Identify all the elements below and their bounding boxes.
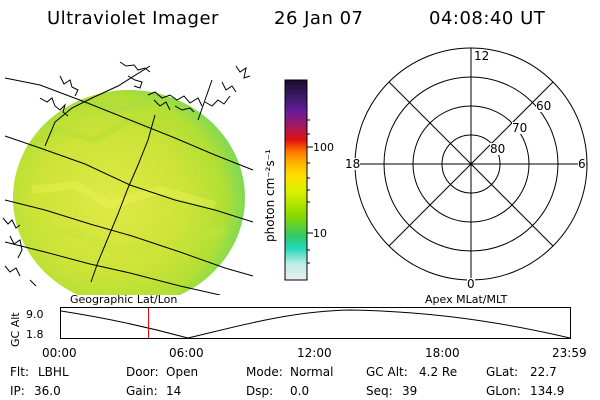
- mlt-label-12: 12: [474, 49, 490, 63]
- coastline-outlines: [2, 61, 251, 287]
- dsp-label: Dsp:: [246, 384, 274, 398]
- disk-texture: [16, 92, 227, 255]
- ip-value: 36.0: [34, 384, 61, 398]
- mlt-label-0: 0: [467, 277, 475, 291]
- time-tick-1200: 12:00: [297, 346, 332, 360]
- dsp-value: 0.0: [290, 384, 310, 398]
- gain-value: 14: [166, 384, 182, 398]
- altitude-axis-label: GC Alt: [9, 312, 22, 347]
- door-value: Open: [166, 365, 199, 379]
- sequence-value: 39: [402, 384, 418, 398]
- geo-latitude-label: GLat:: [486, 365, 519, 379]
- observation-date: 26 Jan 07: [274, 8, 364, 29]
- altitude-curve: [60, 309, 571, 339]
- altitude-tick-low: 1.8: [26, 328, 44, 341]
- sequence-label: Seq:: [366, 384, 393, 398]
- geo-longitude-value: 134.9: [530, 384, 565, 398]
- geographic-grid: [4, 65, 254, 295]
- earth-disk: [13, 90, 245, 295]
- mlt-label-6: 6: [578, 157, 586, 171]
- colorbar-unit-label: photon cm⁻²s⁻¹: [263, 149, 277, 242]
- polar-plot: [354, 47, 588, 281]
- instrument-title: Ultraviolet Imager: [47, 8, 219, 29]
- geographic-projection-label: Geographic Lat/Lon: [70, 293, 178, 306]
- mode-value: Normal: [290, 365, 334, 379]
- apex-projection-label: Apex MLat/MLT: [425, 293, 508, 306]
- ip-label: IP:: [10, 384, 25, 398]
- mode-label: Mode:: [246, 365, 283, 379]
- time-tick-2359: 23:59: [552, 346, 587, 360]
- door-label: Door:: [126, 365, 159, 379]
- filter-label: Flt:: [10, 365, 29, 379]
- observation-time: 04:08:40 UT: [429, 8, 546, 29]
- gc-altitude-label: GC Alt:: [366, 365, 408, 379]
- lat-label-70: 70: [512, 121, 528, 135]
- altitude-tick-high: 9.0: [26, 308, 44, 321]
- altitude-timeline: [60, 307, 571, 339]
- uvi-image-panel: [2, 61, 254, 295]
- lat-label-80: 80: [490, 142, 506, 156]
- time-tick-0000: 00:00: [42, 346, 77, 360]
- filter-value: LBHL: [38, 365, 69, 379]
- time-tick-0600: 06:00: [169, 346, 204, 360]
- gc-altitude-value: 4.2 Re: [419, 365, 458, 379]
- mlt-line-diagonal-2: [388, 81, 554, 247]
- colorbar-tick-100: 100: [313, 141, 334, 154]
- geo-latitude-value: 22.7: [530, 365, 557, 379]
- geo-longitude-label: GLon:: [486, 384, 521, 398]
- lat-label-60: 60: [536, 99, 552, 113]
- mlt-label-18: 18: [345, 157, 361, 171]
- color-scale-bar: [284, 79, 313, 281]
- time-tick-1800: 18:00: [425, 346, 460, 360]
- gain-label: Gain:: [126, 384, 158, 398]
- colorbar-tick-10: 10: [313, 227, 327, 240]
- colorbar-ticks: [307, 119, 313, 264]
